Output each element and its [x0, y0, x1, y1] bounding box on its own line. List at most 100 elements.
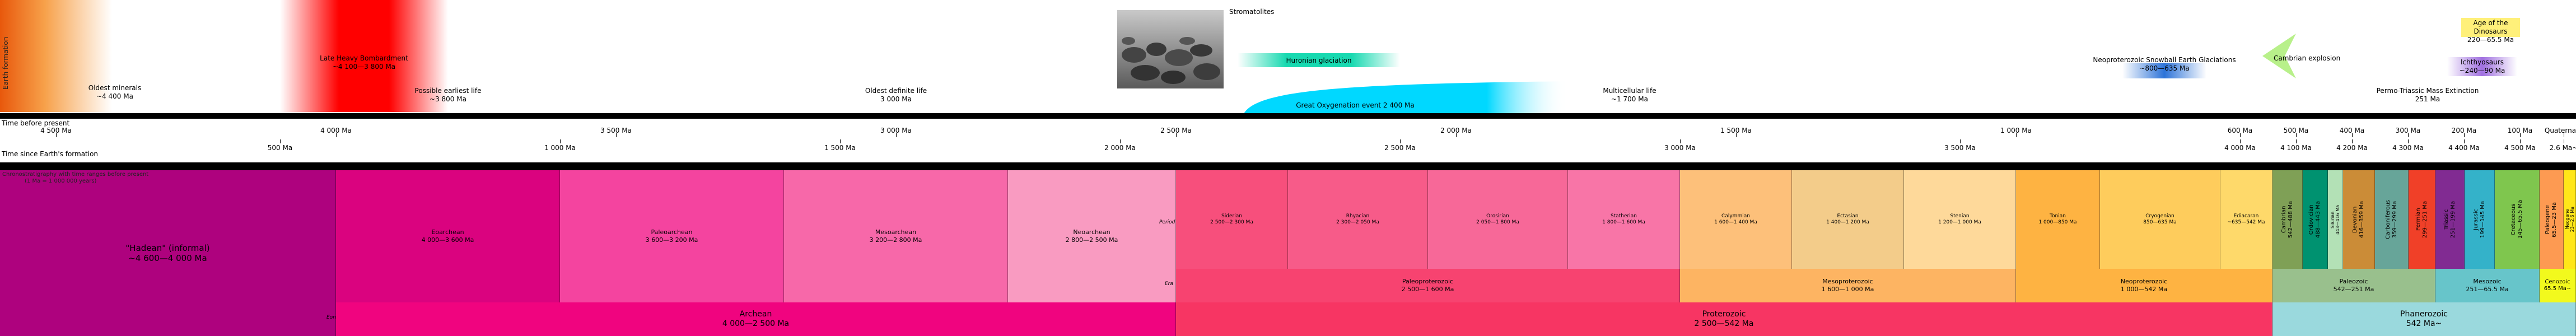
era-paleozoic: Paleozoic 542—251 Ma — [2272, 269, 2435, 302]
era-eoarchean: Eoarchean 4 000—3 600 Ma — [336, 170, 560, 302]
huronian-glaciation-band: Huronian glaciation — [1238, 53, 1400, 67]
cambrian-explosion-label: Cambrian explosion — [2274, 54, 2341, 62]
period-paleogene: Paleogene 65.5—23 Ma — [2540, 170, 2564, 269]
era-mesozoic: Mesozoic 251—65.5 Ma — [2435, 269, 2540, 302]
stromatolites-photo — [1117, 10, 1224, 88]
axis-since-label: Time since Earth's formation — [2, 150, 99, 158]
axis-bar-bottom — [0, 162, 2576, 170]
axis_since-tick-label: 3 500 Ma — [1944, 144, 1976, 152]
hadean-name: "Hadean" (informal) — [125, 243, 210, 253]
period-stenian: Stenian 1 200—1 000 Ma — [1904, 170, 2016, 269]
period-silurian: Silurian 443—416 Ma — [2328, 170, 2343, 269]
axis_since-tick-label: 2 500 Ma — [1384, 144, 1416, 152]
event-snowball-earth: Neoproterozoic Snowball Earth Glaciation… — [2093, 56, 2236, 72]
axis_since-tick-mark — [280, 139, 281, 143]
era-mesoproterozoic: Mesoproterozoic 1 600—1 000 Ma — [1680, 269, 2016, 302]
period-neogene: Neogene 23—2.6 Ma — [2564, 170, 2576, 269]
axis_before-tick-label: Quaternary — [2544, 127, 2576, 134]
event-permo-triassic-extinction: Permo-Triassic Mass Extinction 251 Ma — [2376, 87, 2479, 103]
axis_before-tick-mark — [2408, 133, 2409, 137]
axis_since-tick-mark — [560, 139, 561, 143]
axis_before-tick-label: 1 000 Ma — [2000, 127, 2032, 134]
axis_since-tick-mark — [2408, 139, 2409, 143]
axis_before-tick-mark — [2520, 133, 2521, 137]
axis_since-tick-label: 4 200 Ma — [2336, 144, 2368, 152]
period-calymmian: Calymmian 1 600—1 400 Ma — [1680, 170, 1792, 269]
axis_since-tick-label: 4 100 Ma — [2280, 144, 2312, 152]
axis_before-tick-label: 2 000 Ma — [1440, 127, 1472, 134]
earth-formation-label: Earth formation — [2, 36, 10, 90]
period-carboniferous: Carboniferous 359—299 Ma — [2375, 170, 2409, 269]
axis-before-label: Time before present — [2, 119, 70, 127]
axis_before-tick-mark — [336, 133, 337, 137]
era-cenozoic: Cenozoic 65.5 Ma~ — [2540, 269, 2576, 302]
hadean-range: ~4 600—4 000 Ma — [128, 253, 207, 263]
axis_since-tick-label: 1 000 Ma — [544, 144, 576, 152]
snowball-glaciation-band — [2122, 63, 2206, 78]
axis_before-tick-mark — [2352, 133, 2353, 137]
chrono-header-title: Chronostratigraphy with time ranges befo… — [2, 171, 149, 178]
huronian-glaciation-label: Huronian glaciation — [1286, 56, 1352, 64]
axis_before-tick-mark — [2296, 133, 2297, 137]
axis_before-tick-label: 100 Ma — [2507, 127, 2533, 134]
row-label-period: Period — [1159, 220, 1175, 225]
axis_since-tick-mark — [1680, 139, 1681, 143]
era-paleoarchean: Paleoarchean 3 600—3 200 Ma — [560, 170, 784, 302]
axis_since-tick-mark — [2464, 139, 2465, 143]
cambrian-explosion-burst — [2262, 34, 2296, 78]
axis_before-tick-mark — [1176, 133, 1177, 137]
axis_before-tick-mark — [56, 133, 57, 137]
axis_before-tick-label: 500 Ma — [2283, 127, 2309, 134]
axis_since-tick-label: 1 500 Ma — [824, 144, 856, 152]
era-neoproterozoic: Neoproterozoic 1 000—542 Ma — [2016, 269, 2272, 302]
axis_since-tick-mark — [1960, 139, 1961, 143]
axis_before-tick-label: 400 Ma — [2339, 127, 2365, 134]
event-multicellular-life: Multicellular life ~1 700 Ma — [1603, 87, 1656, 103]
axis_since-tick-label: 4 300 Ma — [2392, 144, 2424, 152]
axis_before-tick-label: 2 500 Ma — [1160, 127, 1192, 134]
chrono-header: Chronostratigraphy with time ranges befo… — [2, 171, 148, 185]
axis_before-tick-label: 3 000 Ma — [880, 127, 912, 134]
axis_before-tick-label: 300 Ma — [2395, 127, 2421, 134]
axis_since-tick-label: 4 000 Ma — [2224, 144, 2256, 152]
axis_since-tick-label: 500 Ma — [267, 144, 293, 152]
axis_before-tick-mark — [2016, 133, 2017, 137]
era-neoarchean: Neoarchean 2 800—2 500 Ma — [1008, 170, 1176, 302]
row-label-era: Era — [1165, 281, 1173, 287]
row-label-eon-hadean: Eon — [326, 315, 336, 320]
late-heavy-bombardment-band — [280, 0, 448, 112]
axis_before-tick-label: 200 Ma — [2451, 127, 2477, 134]
period-triassic: Triassic 251—199 Ma — [2435, 170, 2465, 269]
period-cambrian: Cambrian 542—488 Ma — [2272, 170, 2303, 269]
axis_since-tick-label: 2.6 Ma~ — [2549, 144, 2576, 152]
age-of-dinosaurs-box: Age of the Dinosaurs 220—65.5 Ma — [2461, 18, 2520, 44]
period-ordovician: Ordovician 488—443 Ma — [2303, 170, 2328, 269]
axis_since-tick-label: 2 000 Ma — [1104, 144, 1136, 152]
hadean-block: "Hadean" (informal) ~4 600—4 000 Ma — [0, 170, 336, 336]
eon-phanerozoic: Phanerozoic 542 Ma~ — [2272, 302, 2576, 336]
period-jurassic: Jurassic 199—145 Ma — [2465, 170, 2495, 269]
eon-archean: Archean 4 000—2 500 Ma — [336, 302, 1176, 336]
event-oldest-minerals: Oldest minerals ~4 400 Ma — [88, 84, 142, 100]
axis-bar-top — [0, 113, 2576, 119]
axis_before-tick-label: 1 500 Ma — [1720, 127, 1752, 134]
axis_before-tick-mark — [1456, 133, 1457, 137]
chrono-area: "Hadean" (informal) ~4 600—4 000 Ma Chro… — [0, 170, 2576, 336]
axis_since-tick-mark — [2352, 139, 2353, 143]
stromatolites-label: Stromatolites — [1229, 8, 1275, 16]
axis_since-tick-mark — [2240, 139, 2241, 143]
event-oldest-definite-life: Oldest definite life 3 000 Ma — [865, 87, 927, 103]
earth-formation-band: Earth formation — [0, 0, 112, 112]
period-permian: Permian 299—251 Ma — [2409, 170, 2435, 269]
event-great-oxygenation: Great Oxygenation event 2 400 Ma — [1296, 101, 1415, 109]
axis_before-tick-label: 600 Ma — [2227, 127, 2253, 134]
axis_since-tick-mark — [1120, 139, 1121, 143]
era-paleoproterozoic: Paleoproterozoic 2 500—1 600 Ma — [1176, 269, 1680, 302]
axis_before-tick-mark — [1736, 133, 1737, 137]
axis_before-tick-mark — [2240, 133, 2241, 137]
period-ediacaran: Ediacaran ~635—542 Ma — [2220, 170, 2272, 269]
period-siderian: Siderian 2 500—2 300 Ma — [1176, 170, 1288, 269]
axis_since-tick-mark — [2296, 139, 2297, 143]
ichthyosaurs-box: Ichthyosaurs ~240—90 Ma — [2447, 57, 2517, 76]
axis_since-tick-mark — [840, 139, 841, 143]
